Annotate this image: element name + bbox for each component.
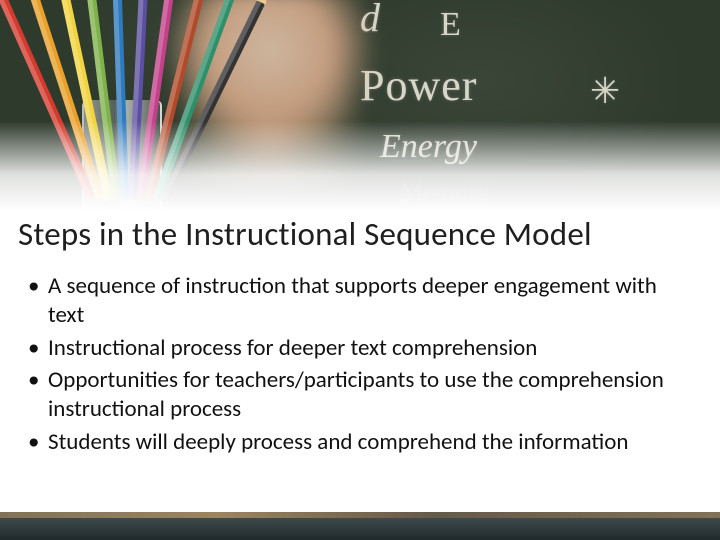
footer-bar: [0, 510, 720, 540]
bullet-item: Instructional process for deeper text co…: [26, 334, 694, 363]
chalk-asterisk-icon: ✳: [590, 70, 620, 112]
bullet-item: Opportunities for teachers/participants …: [26, 366, 694, 424]
slide: d E Power ✳ Energy Memory Steps in the I…: [0, 0, 720, 540]
bullet-list: A sequence of instruction that supports …: [26, 272, 694, 461]
slide-title: Steps in the Instructional Sequence Mode…: [18, 214, 718, 254]
chalk-letter-e: E: [440, 6, 461, 44]
hero-image: d E Power ✳ Energy Memory: [0, 0, 720, 210]
bullet-item: A sequence of instruction that supports …: [26, 272, 694, 330]
chalk-word-energy: Energy: [380, 128, 477, 166]
bullet-item: Students will deeply process and compreh…: [26, 428, 694, 457]
pencil-cup: [40, 0, 220, 210]
chalk-word-faint: Memory: [400, 178, 490, 208]
